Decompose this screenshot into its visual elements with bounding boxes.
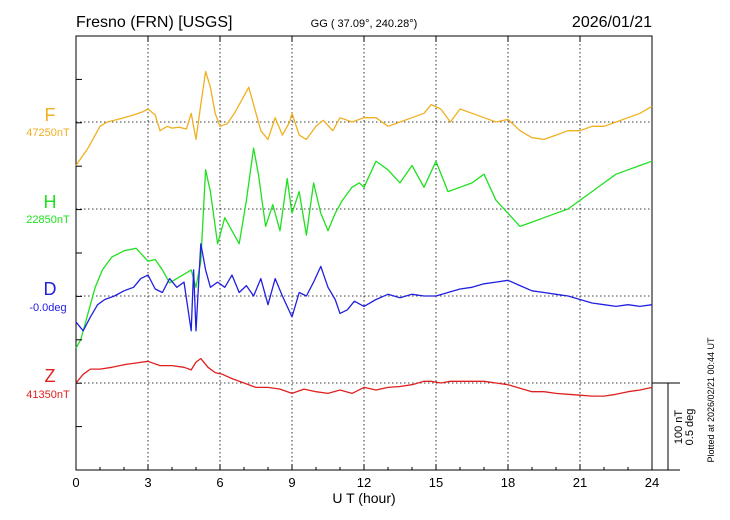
x-tick-label: 21 — [573, 475, 587, 490]
scale-bar: 100 nT 0.5 deg — [652, 382, 696, 471]
x-axis-label: U T (hour) — [332, 490, 395, 506]
series-h-line — [75, 147, 653, 349]
series-f-baseline-value: 47250nT — [26, 127, 70, 139]
series-label-layer: F 47250nT H 22850nT D -0.0deg Z 41350nT — [26, 105, 70, 401]
series-h-name: H — [44, 192, 57, 212]
grid-layer — [147, 36, 581, 470]
baseline-layer — [76, 121, 652, 384]
plotted-timestamp: Plotted at 2026/02/21 00:44 UT — [706, 337, 716, 463]
series-z-name: Z — [45, 366, 56, 386]
series-d-line — [75, 243, 653, 332]
series-f-line — [75, 70, 653, 166]
series-d-name: D — [44, 279, 57, 299]
plot-date: 2026/01/21 — [572, 14, 652, 31]
series-f-name: F — [45, 105, 56, 125]
series-layer — [75, 70, 653, 397]
x-tick-label: 18 — [501, 475, 515, 490]
x-tick-label: 12 — [357, 475, 371, 490]
scale-deg-label: 0.5 deg — [684, 409, 696, 446]
series-z-line — [75, 357, 653, 397]
station-coordinates: GG ( 37.09°, 240.28°) — [311, 18, 418, 30]
series-z-baseline-value: 41350nT — [26, 389, 70, 401]
x-tick-label: 6 — [216, 475, 223, 490]
x-tick-label: 3 — [144, 475, 151, 490]
series-d-baseline-value: -0.0deg — [29, 302, 66, 314]
station-title: Fresno (FRN) [USGS] — [76, 14, 232, 31]
x-tick-label: 9 — [288, 475, 295, 490]
x-tick-layer: 0 3 6 9 12 15 18 21 24 — [72, 36, 659, 490]
x-tick-label: 24 — [645, 475, 659, 490]
scale-nt-label: 100 nT — [673, 410, 685, 445]
series-h-baseline-value: 22850nT — [26, 214, 70, 226]
x-tick-label: 15 — [429, 475, 443, 490]
x-tick-label: 0 — [72, 475, 79, 490]
